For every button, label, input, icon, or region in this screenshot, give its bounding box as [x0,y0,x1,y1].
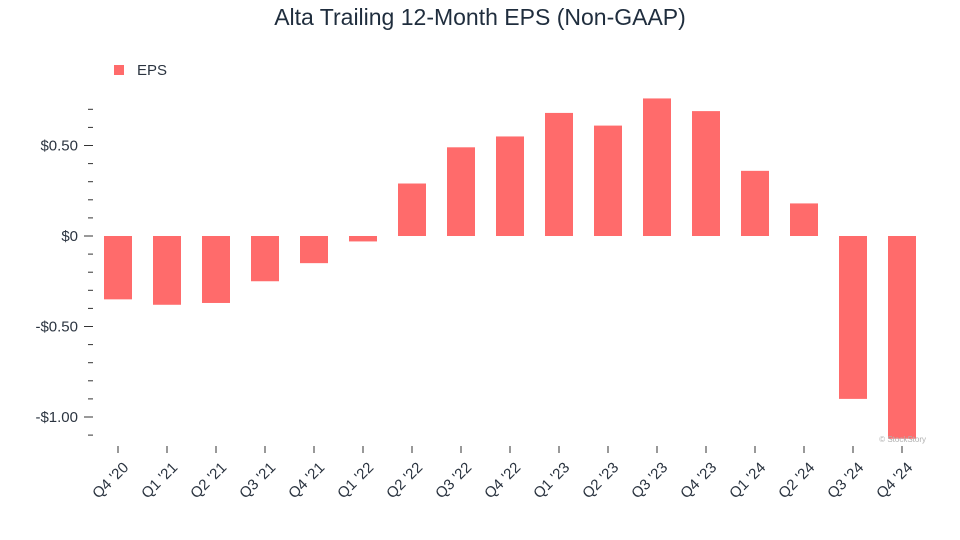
bar-Q1 '22 [349,236,377,242]
bar-Q2 '22 [398,183,426,236]
x-tick-label: Q4 '24 [873,459,916,502]
bar-Q3 '24 [839,236,867,399]
x-tick-label: Q3 '23 [628,459,671,502]
bar-Q4 '23 [692,111,720,236]
bars-group [104,98,916,439]
chart-title: Alta Trailing 12-Month EPS (Non-GAAP) [274,4,686,30]
x-tick-label: Q1 '23 [530,459,573,502]
x-tick-label: Q4 '21 [285,459,328,502]
x-tick-label: Q1 '21 [138,459,181,502]
x-tick-label: Q1 '24 [726,459,769,502]
bar-Q3 '22 [447,147,475,236]
bar-Q2 '23 [594,125,622,236]
bar-Q4 '22 [496,136,524,236]
y-tick-label: -$1.00 [35,409,78,426]
bar-Q1 '23 [545,112,573,236]
bar-Q4 '24 [888,236,916,439]
x-tick-label: Q2 '24 [775,459,818,502]
y-tick-label: $0.50 [40,138,78,155]
bar-Q1 '21 [153,236,181,305]
bar-Q4 '21 [300,236,328,264]
y-axis: $0.50 $0 -$0.50 -$1.00 [35,108,93,436]
bar-Q2 '21 [202,236,230,303]
x-tick-label: Q4 '23 [677,459,720,502]
x-tick-label: Q1 '22 [334,459,377,502]
bar-Q3 '23 [643,98,671,236]
watermark: © StockStory [879,435,926,444]
legend-swatch [114,65,124,75]
x-axis: Q4 '20 Q1 '21 Q2 '21 Q3 '21 Q4 '21 Q1 '22 Q2 '… [89,446,916,502]
x-tick-label: Q3 '22 [432,459,475,502]
x-tick-label: Q2 '21 [187,459,230,502]
x-tick-label: Q2 '23 [579,459,622,502]
bar-Q4 '20 [104,236,132,300]
legend: EPS [114,62,167,79]
y-tick-label: -$0.50 [35,319,78,336]
bar-Q1 '24 [741,170,769,236]
legend-label: EPS [137,62,167,79]
y-tick-label: $0 [61,228,78,245]
bar-Q2 '24 [790,203,818,236]
x-tick-label: Q2 '22 [383,459,426,502]
x-tick-label: Q3 '21 [236,459,279,502]
x-tick-label: Q3 '24 [824,459,867,502]
x-tick-label: Q4 '20 [89,459,132,502]
bar-Q3 '21 [251,236,279,282]
x-tick-label: Q4 '22 [481,459,524,502]
